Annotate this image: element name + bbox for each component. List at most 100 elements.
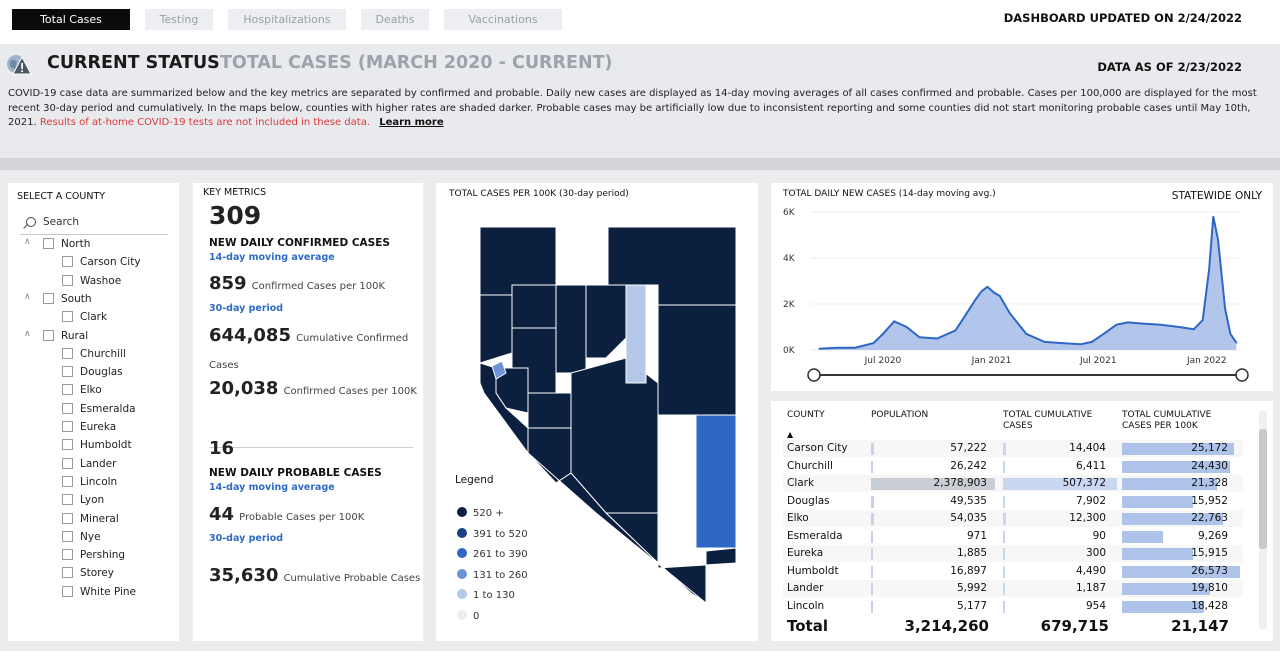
county-option-churchill[interactable]: Churchill [62, 347, 126, 361]
daily-cases-chart-panel: TOTAL DAILY NEW CASES (14-day moving avg… [771, 183, 1273, 391]
checkbox[interactable] [62, 530, 73, 542]
county-option-label: Storey [80, 567, 114, 580]
checkbox[interactable] [62, 256, 73, 268]
table-row[interactable]: Churchill 26,242 6,411 24,430 [783, 458, 1243, 475]
series-point [854, 346, 857, 349]
table-row[interactable]: Lincoln 5,177 954 18,428 [783, 598, 1243, 615]
checkbox[interactable] [62, 384, 73, 396]
checkbox[interactable] [62, 311, 73, 323]
table-row[interactable]: Humboldt 16,897 4,490 26,573 [783, 563, 1243, 580]
county-option-label: Mineral [80, 512, 119, 525]
checkbox[interactable] [62, 585, 73, 597]
series-point [1025, 333, 1028, 335]
tab-deaths[interactable]: Deaths [361, 9, 429, 30]
table-row[interactable]: Eureka 1,885 300 15,915 [783, 545, 1243, 562]
county-option-white-pine[interactable]: White Pine [62, 585, 136, 599]
per100k-bar [1122, 600, 1204, 613]
table-scrollbar-thumb[interactable] [1259, 429, 1267, 549]
per100k-bar [1122, 495, 1193, 508]
map-county-carson-city [491, 360, 507, 380]
checkbox[interactable] [62, 421, 73, 432]
map-county-mineral [527, 392, 572, 429]
county-option-lincoln[interactable]: Lincoln [62, 475, 117, 489]
checkbox[interactable] [62, 402, 73, 414]
collapse-chevron-icon[interactable]: ∧ [24, 328, 31, 339]
cell-population: 971 [966, 529, 987, 542]
cell-county: Elko [787, 512, 809, 524]
checkbox[interactable] [62, 567, 73, 579]
table-header-cases-per-100k[interactable]: TOTAL CUMULATIVE CASES PER 100K [1122, 410, 1212, 431]
tab-total-cases[interactable]: Total Cases [12, 9, 130, 30]
checkbox[interactable] [62, 439, 73, 451]
checkbox[interactable] [43, 329, 54, 341]
table-scrollbar[interactable] [1259, 411, 1267, 629]
table-row[interactable]: Esmeralda 971 90 9,269 [783, 528, 1243, 545]
county-option-esmeralda[interactable]: Esmeralda [62, 402, 136, 416]
county-option-lander[interactable]: Lander [62, 457, 116, 471]
checkbox[interactable] [43, 238, 54, 249]
at-home-tests-warning: Results of at-home COVID-19 tests are no… [39, 117, 371, 128]
county-option-nye[interactable]: Nye [62, 530, 101, 544]
table-row[interactable]: Elko 54,035 12,300 22,763 [783, 510, 1243, 527]
county-search-input[interactable]: Search [20, 215, 168, 235]
cell-cases: 1,187 [1075, 582, 1106, 594]
table-header-total-cases[interactable]: TOTAL CUMULATIVE CASES [1003, 410, 1093, 431]
checkbox[interactable] [43, 292, 54, 304]
checkbox[interactable] [62, 347, 73, 359]
checkbox[interactable] [62, 512, 73, 524]
per100k-bar [1122, 513, 1224, 525]
county-option-storey[interactable]: Storey [62, 566, 114, 580]
per100k-bar [1122, 530, 1164, 543]
table-header-county[interactable]: COUNTY [787, 410, 825, 420]
nevada-map[interactable] [436, 183, 758, 641]
daily-cases-area-chart[interactable]: 6K 4K 2K 0K Jul 2020 Jan 2021 Jul 2021 Jan 2022 [771, 183, 1273, 391]
learn-more-link[interactable]: Learn more [379, 117, 444, 128]
cases-bar [1003, 443, 1007, 455]
county-group-rural[interactable]: Rural [43, 329, 88, 343]
chart-title: TOTAL DAILY NEW CASES (14-day moving avg… [783, 189, 996, 199]
cases-bar [1003, 530, 1005, 543]
county-option-clark[interactable]: Clark [62, 310, 107, 324]
checkbox[interactable] [62, 475, 73, 487]
checkbox[interactable] [62, 494, 73, 506]
cumulative-confirmed-label: Cumulative Confirmed Cases [209, 333, 409, 371]
county-option-washoe[interactable]: Washoe [62, 274, 121, 288]
checkbox[interactable] [62, 549, 73, 561]
county-group-south[interactable]: South [43, 292, 92, 306]
table-row[interactable]: Clark 2,378,903 507,372 21,328 [783, 475, 1243, 492]
checkbox[interactable] [62, 366, 73, 378]
table-row[interactable]: Lander 5,992 1,187 19,810 [783, 580, 1243, 597]
collapse-chevron-icon[interactable]: ∧ [24, 237, 31, 247]
population-bar [871, 600, 873, 613]
series-point [1061, 342, 1064, 344]
cell-population: 5,177 [956, 599, 987, 612]
county-option-mineral[interactable]: Mineral [62, 512, 119, 526]
series-point [1178, 326, 1180, 328]
collapse-chevron-icon[interactable]: ∧ [24, 291, 31, 302]
county-option-humboldt[interactable]: Humboldt [62, 438, 132, 452]
county-option-elko[interactable]: Elko [62, 383, 102, 397]
cell-county: Churchill [787, 459, 833, 472]
county-option-lyon[interactable]: Lyon [62, 493, 104, 507]
checkbox[interactable] [62, 457, 73, 469]
county-option-eureka[interactable]: Eureka [62, 420, 116, 434]
confirmed-per100k-cumulative: 20,038 Confirmed Cases per 100K [209, 378, 417, 399]
county-option-pershing[interactable]: Pershing [62, 548, 125, 562]
county-option-label: Lyon [80, 494, 105, 507]
table-header-population[interactable]: POPULATION [871, 410, 929, 420]
tab-vaccinations[interactable]: Vaccinations [444, 9, 562, 30]
series-point [974, 298, 977, 301]
county-group-north[interactable]: North [43, 237, 90, 251]
table-row[interactable]: Douglas 49,535 7,902 15,952 [783, 493, 1243, 510]
search-placeholder: Search [43, 216, 80, 228]
range-slider-end-handle[interactable] [1235, 368, 1249, 382]
sort-ascending-icon[interactable]: ▲ [787, 430, 794, 439]
tab-testing[interactable]: Testing [145, 9, 213, 30]
range-slider-start-handle[interactable] [807, 368, 821, 382]
tab-hospitalizations[interactable]: Hospitalizations [228, 9, 346, 30]
checkbox[interactable] [62, 274, 73, 286]
series-point [1090, 341, 1093, 343]
county-option-douglas[interactable]: Douglas [62, 365, 123, 379]
table-row[interactable]: Carson City 57,222 14,404 25,172 [783, 440, 1243, 457]
county-option-carson-city[interactable]: Carson City [62, 255, 141, 269]
